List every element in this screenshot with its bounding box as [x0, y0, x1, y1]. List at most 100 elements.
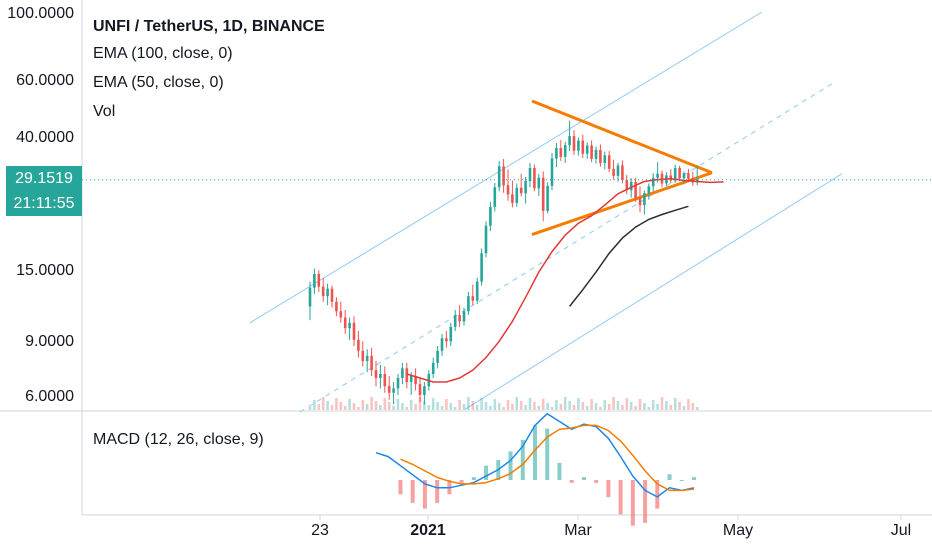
volume-bar [453, 407, 457, 410]
volume-bar [326, 401, 329, 410]
bar-countdown: 21:11:55 [13, 195, 75, 212]
volume-bar [440, 406, 444, 410]
candle-body [440, 338, 444, 351]
volume-bar [330, 405, 334, 410]
volume-bar [357, 407, 360, 410]
volume-legend[interactable]: Vol [93, 103, 116, 120]
macd-pane[interactable] [375, 412, 696, 526]
volume-bar [585, 406, 589, 410]
volume-bar [506, 400, 510, 410]
macd-histogram-bar [606, 480, 611, 498]
volume-bar [502, 407, 505, 410]
candle-body [475, 281, 479, 301]
volume-bar [370, 397, 373, 410]
volume-bar [308, 407, 312, 410]
candle-body [374, 370, 378, 378]
candle-body [673, 167, 677, 181]
candle-body [458, 314, 461, 322]
candle-body [502, 166, 505, 186]
ema50-line [406, 177, 724, 383]
candle-body [343, 317, 347, 329]
volume-bar [621, 405, 624, 410]
volume-bar [599, 407, 602, 410]
time-tick-label: Jul [891, 522, 911, 539]
volume-bar [607, 404, 611, 410]
volume-bar [511, 404, 514, 410]
channel-upper-line [249, 11, 763, 324]
candle-body [612, 168, 615, 176]
volume-bar [405, 407, 409, 410]
volume-bar [475, 405, 479, 410]
macd-histogram-bar [630, 480, 635, 526]
candle-body [330, 288, 334, 302]
candle-body [585, 145, 589, 154]
volume-bar [559, 404, 563, 410]
volume-bar [647, 407, 651, 410]
volume-bar [625, 398, 629, 410]
candle-body [506, 185, 510, 195]
volume-bar [669, 405, 673, 410]
price-tick-label: 60.0000 [16, 72, 74, 89]
volume-bar [414, 404, 417, 410]
drawing-tools[interactable] [249, 11, 843, 413]
price-tick-label: 15.0000 [16, 262, 74, 279]
candle-body [638, 198, 642, 206]
volume-bar [594, 403, 598, 410]
candle-body [335, 301, 338, 312]
candle-body [603, 155, 607, 163]
volume-bars [308, 397, 699, 410]
channel-lower-line [464, 173, 843, 410]
volume-bar [436, 402, 439, 410]
candle-body [453, 314, 457, 327]
time-tick-marks [319, 515, 902, 520]
volume-bar [489, 406, 492, 410]
volume-bar [418, 397, 422, 410]
macd-histogram-bar [569, 480, 574, 483]
volume-bar [387, 402, 391, 410]
candle-body [370, 355, 373, 371]
candle-body [480, 253, 483, 282]
candle-series[interactable] [308, 120, 699, 405]
symbol-title[interactable]: UNFI / TetherUS, 1D, BINANCE [93, 18, 325, 35]
candle-body [431, 362, 435, 375]
ema100-line [569, 205, 689, 307]
candle-body [590, 145, 593, 159]
volume-bar [550, 407, 554, 410]
volume-bar [572, 405, 576, 410]
macd-histogram-bar [422, 480, 427, 509]
macd-histogram-bar [520, 439, 525, 480]
time-axis[interactable]: 23 2021 Mar May Jul [311, 522, 911, 539]
volume-bar [612, 397, 615, 410]
volume-bar [449, 403, 453, 410]
candle-body [607, 155, 611, 169]
candle-body [392, 388, 395, 393]
volume-bar [361, 400, 365, 410]
volume-bar [673, 398, 677, 410]
volume-bar [519, 401, 523, 410]
volume-bar [431, 398, 435, 410]
candle-body [541, 177, 545, 211]
volume-bar [335, 398, 338, 410]
ema100-legend[interactable]: EMA (100, close, 0) [93, 45, 233, 62]
price-axis[interactable]: 100.0000 60.0000 40.0000 15.0000 9.0000 … [7, 5, 74, 405]
volume-bar [665, 401, 668, 410]
macd-line [375, 412, 695, 498]
candle-body [555, 148, 558, 159]
volume-bar [515, 397, 519, 410]
candle-body [537, 177, 541, 189]
moving-averages[interactable] [406, 177, 724, 383]
volume-bar [497, 403, 501, 410]
macd-legend[interactable]: MACD (12, 26, close, 9) [93, 431, 264, 448]
candle-body [550, 158, 554, 186]
candle-body [678, 167, 681, 179]
volume-bar [616, 401, 620, 410]
ema50-legend[interactable]: EMA (50, close, 0) [93, 74, 224, 91]
volume-bar [409, 400, 413, 410]
macd-histogram-bar [667, 474, 672, 480]
volume-bar [458, 400, 461, 410]
macd-histogram-bar [581, 477, 586, 480]
macd-histogram-bar [410, 480, 415, 503]
time-tick-label: May [723, 522, 753, 539]
candle-body [581, 140, 585, 154]
